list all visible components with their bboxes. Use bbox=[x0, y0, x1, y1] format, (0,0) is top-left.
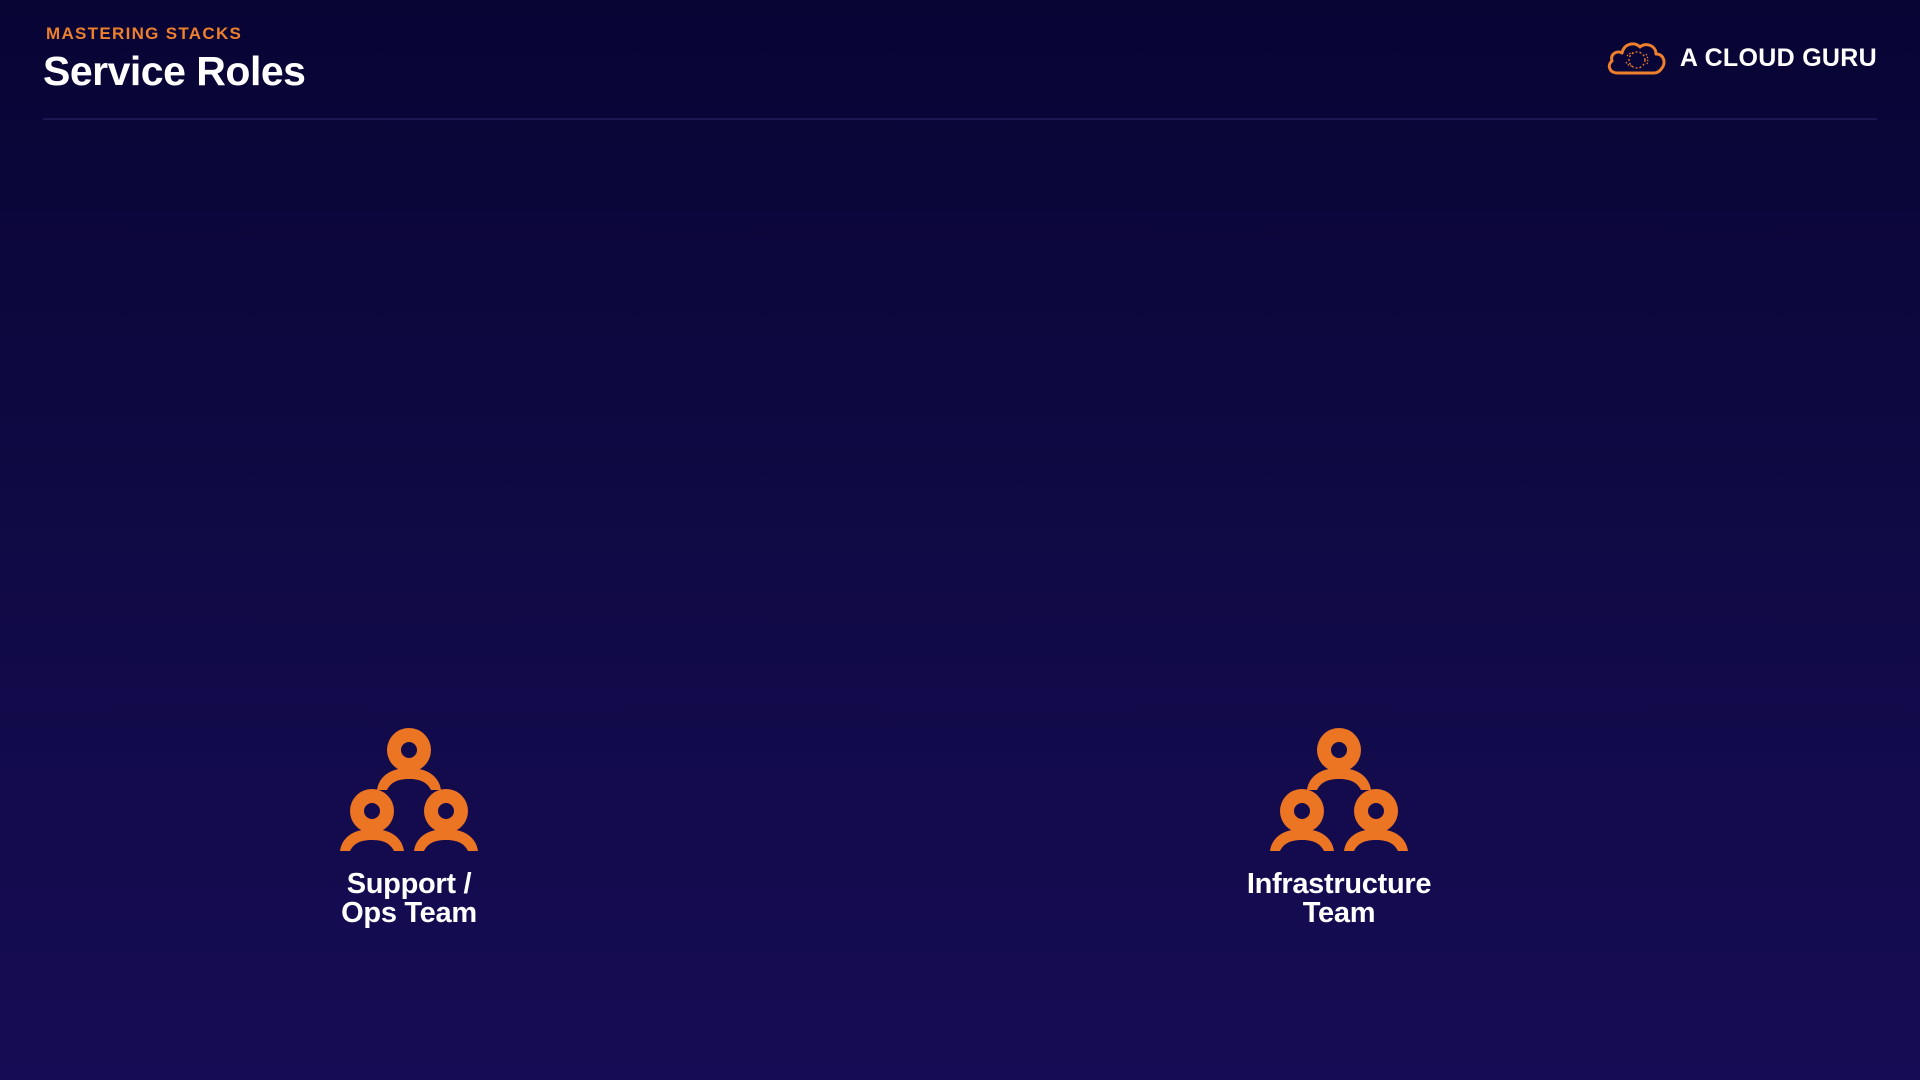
team-group-icon bbox=[1270, 728, 1408, 851]
team-label-line: Ops Team bbox=[341, 897, 477, 929]
slide-eyebrow: MASTERING STACKS bbox=[46, 24, 243, 43]
team-label: Infrastructure Team bbox=[1246, 868, 1432, 929]
team-label-line: Team bbox=[1302, 897, 1376, 929]
brand-logo: A CLOUD GURU bbox=[1604, 38, 1877, 78]
cloud-icon bbox=[1607, 42, 1666, 75]
header-divider bbox=[43, 118, 1877, 120]
slide-title: Service Roles bbox=[43, 48, 306, 94]
brand-name: A CLOUD GURU bbox=[1679, 43, 1877, 72]
team-support-ops: Support / Ops Team bbox=[289, 726, 529, 928]
team-infrastructure: Infrastructure Team bbox=[1219, 726, 1459, 928]
team-label-line: Support / bbox=[346, 868, 472, 900]
team-group-icon bbox=[340, 728, 478, 851]
team-label-line: Infrastructure bbox=[1246, 868, 1432, 900]
team-label: Support / Ops Team bbox=[341, 870, 477, 928]
slide-header: MASTERING STACKS Service Roles bbox=[43, 24, 306, 95]
